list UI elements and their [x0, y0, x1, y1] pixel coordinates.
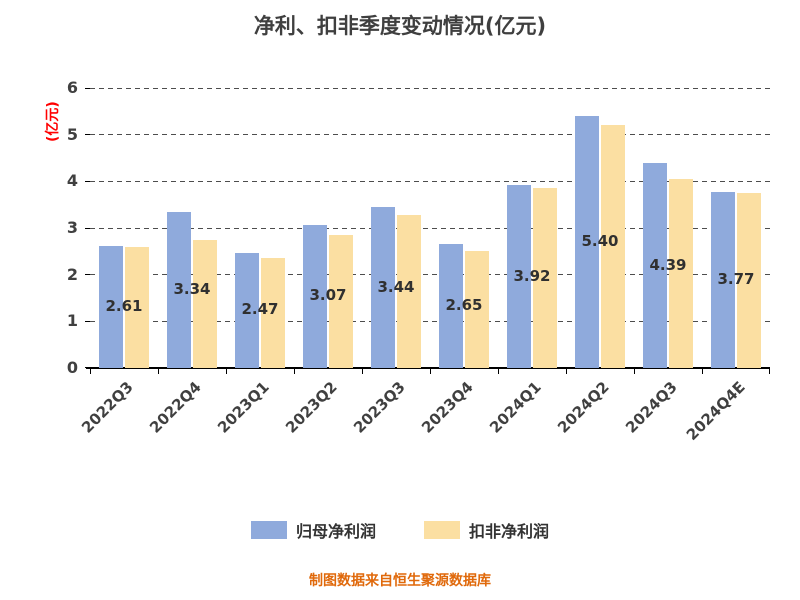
- bar-value-label: 5.40: [581, 232, 619, 250]
- y-tick-label: 6: [66, 78, 78, 97]
- bar-value-label: 3.44: [377, 277, 415, 296]
- y-tick-label: 5: [66, 124, 78, 144]
- x-axis-tick: [498, 369, 499, 374]
- bar-value-label: 4.39: [649, 255, 687, 274]
- bar-value-label: 3.92: [513, 266, 551, 285]
- bar-non-recurring-profit: [329, 235, 353, 368]
- legend-swatch: [250, 521, 287, 539]
- bar-net-profit: [371, 207, 395, 368]
- bar-net-profit: [711, 192, 735, 368]
- bar-net-profit: [99, 246, 123, 368]
- legend-item: 扣非净利润: [424, 518, 549, 542]
- y-tick-label: 1: [66, 311, 78, 331]
- y-axis-tick: [85, 320, 90, 322]
- legend-item-label: 归母净利润: [295, 522, 376, 541]
- legend: 归母净利润 扣非净利润: [0, 518, 800, 542]
- bar-net-profit: [643, 163, 667, 368]
- bar-value-label: 2.47: [241, 300, 279, 319]
- bar-non-recurring-profit: [465, 251, 489, 368]
- legend-swatch: [424, 521, 460, 539]
- bar-non-recurring-profit: [737, 193, 761, 368]
- y-axis-tick: [85, 274, 90, 276]
- plot-area: 0 1 2 3 4 5 6 2.61 3.34 2.47 3.07 3.44 2.65 3.92 5.40 4…: [67, 78, 770, 444]
- bar-non-recurring-profit: [397, 215, 421, 368]
- x-axis-tick: [702, 369, 703, 374]
- x-axis-line: [86, 367, 770, 369]
- y-axis-tick: [85, 134, 90, 136]
- y-tick-label: 3: [66, 218, 78, 237]
- bar-net-profit: [167, 212, 191, 368]
- y-axis-tick: [85, 87, 90, 89]
- bar-value-label: 3.34: [173, 280, 211, 299]
- bar-net-profit: [575, 116, 599, 368]
- x-axis-tick: [294, 369, 295, 374]
- gridline: [90, 87, 770, 89]
- bar-net-profit: [235, 252, 259, 368]
- bar-non-recurring-profit: [125, 246, 149, 368]
- gridline: [90, 320, 770, 322]
- x-axis-tick: [634, 369, 635, 374]
- gridline: [90, 227, 770, 229]
- chart-title: 净利、扣非季度变动情况(亿元): [253, 14, 547, 38]
- x-axis-tick: [226, 369, 227, 374]
- x-axis-tick: [90, 369, 91, 374]
- bar-net-profit: [439, 244, 463, 368]
- y-axis-tick: [85, 180, 90, 182]
- x-axis-tick: [362, 369, 363, 374]
- bar-value-label: 2.65: [445, 296, 483, 315]
- y-tick-label: 0: [66, 358, 78, 377]
- gridline: [90, 274, 770, 276]
- data-source-note: 制图数据来自恒生聚源数据库: [309, 573, 491, 589]
- bar-value-label: 3.77: [717, 270, 755, 289]
- bar-non-recurring-profit: [601, 124, 625, 368]
- gridline: [90, 180, 770, 182]
- bar-non-recurring-profit: [193, 239, 217, 368]
- x-axis-tick: [566, 369, 567, 374]
- bar-net-profit: [303, 224, 327, 368]
- bar-value-label: 3.07: [309, 286, 347, 305]
- gridline: [90, 134, 770, 136]
- bar-non-recurring-profit: [533, 188, 557, 368]
- y-tick-label: 4: [66, 171, 78, 191]
- y-tick-label: 2: [66, 264, 78, 284]
- bar-non-recurring-profit: [669, 179, 693, 368]
- bar-net-profit: [507, 185, 531, 368]
- bar-non-recurring-profit: [261, 257, 285, 368]
- legend-item: 归母净利润: [250, 518, 376, 542]
- legend-item-label: 扣非净利润: [469, 522, 550, 541]
- y-axis-tick: [85, 227, 90, 229]
- bar-value-label: 2.61: [105, 297, 143, 316]
- x-axis-tick: [158, 369, 159, 374]
- x-axis-tick: [769, 369, 770, 374]
- x-axis-tick: [430, 369, 431, 374]
